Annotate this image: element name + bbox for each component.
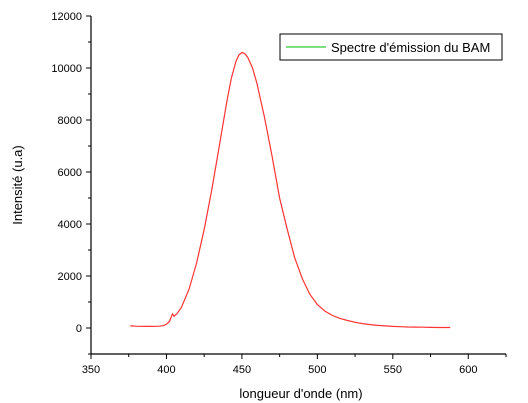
plot-area: [130, 51, 451, 329]
legend: Spectre d'émission du BAM: [279, 33, 503, 61]
y-axis-title: Intensité (u.a): [10, 145, 25, 225]
x-tick-label: 550: [384, 364, 402, 376]
y-tick-label: 4000: [58, 219, 82, 231]
y-tick-label: 8000: [58, 115, 82, 127]
ticks: 0 2000 4000 6000 8000 10000 12000 350 400 450 500 5…: [51, 11, 507, 376]
series-line-0: [130, 51, 451, 329]
legend-label: Spectre d'émission du BAM: [331, 40, 490, 55]
x-tick-label: 350: [82, 364, 100, 376]
x-axis-title: longueur d'onde (nm): [239, 386, 362, 401]
y-tick-label: 0: [76, 323, 82, 335]
x-tick-label: 450: [233, 364, 251, 376]
y-tick-label: 6000: [58, 167, 82, 179]
legend-box: [279, 33, 503, 61]
y-tick-label: 2000: [58, 271, 82, 283]
x-tick-label: 500: [308, 364, 326, 376]
y-tick-label: 10000: [51, 63, 82, 75]
y-tick-label: 12000: [51, 11, 82, 23]
axes: [90, 16, 506, 355]
x-tick-label: 600: [459, 364, 477, 376]
x-tick-label: 400: [157, 364, 175, 376]
